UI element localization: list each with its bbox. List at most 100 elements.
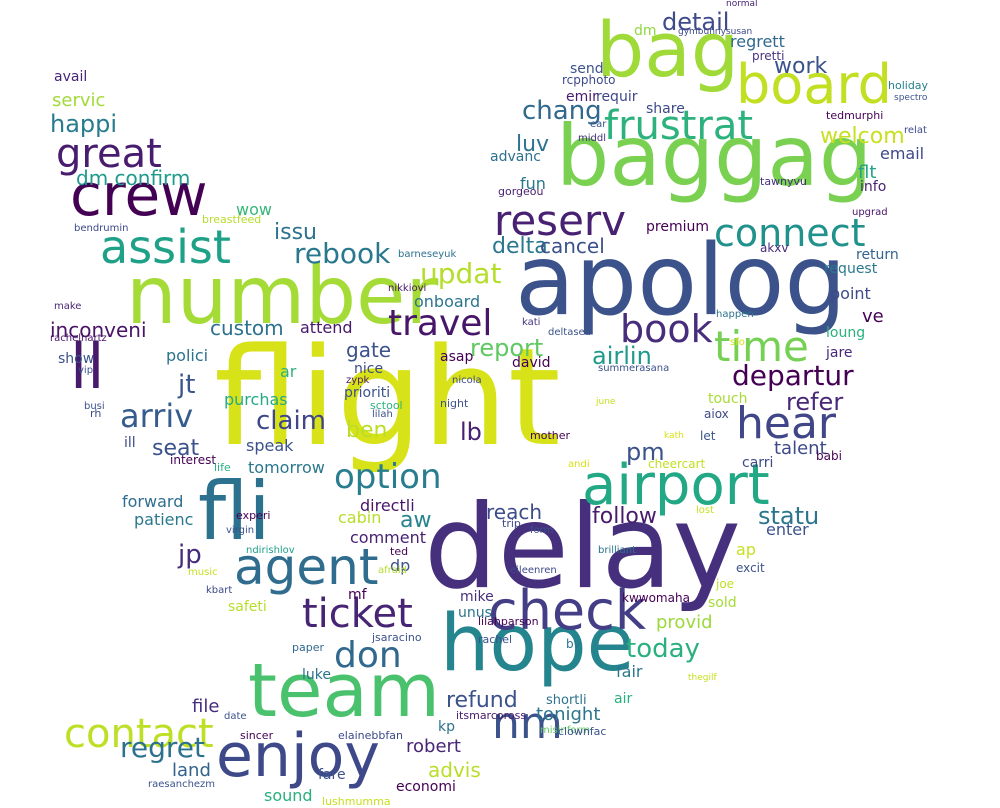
- word-raesanchezm: raesanchezm: [148, 779, 216, 790]
- word-music: music: [188, 567, 218, 578]
- word-rachelhartz: rachelhartz: [50, 333, 107, 344]
- word-custom: custom: [210, 316, 284, 340]
- word-chang: chang: [522, 96, 602, 126]
- word-afraid: afraid: [378, 565, 408, 576]
- word-check: check: [488, 579, 647, 642]
- word-misinform: misinform: [540, 725, 591, 736]
- word-mike: mike: [460, 589, 494, 605]
- word-forward: forward: [122, 492, 184, 511]
- word-lost: lost: [696, 505, 715, 516]
- word-form: form: [530, 525, 554, 536]
- word-jsaracino: jsaracino: [372, 631, 422, 644]
- word-dm-confirm: dm confirm: [76, 166, 191, 190]
- word-fun: fun: [520, 174, 546, 193]
- word-contact: contact: [64, 711, 214, 757]
- word-flight: flight: [214, 319, 561, 476]
- word-point: point: [830, 284, 871, 303]
- word-ben: ben: [346, 418, 388, 443]
- word-work: work: [774, 54, 828, 79]
- word-ar: ar: [280, 362, 297, 381]
- word-lilahparson: lilahparson: [478, 615, 539, 628]
- word-akxv: akxv: [760, 241, 789, 255]
- word-gate: gate: [346, 338, 392, 362]
- word-requir: requir: [596, 89, 638, 105]
- word-sfo: sfo: [730, 337, 745, 348]
- word-follow: follow: [592, 504, 657, 529]
- word-mother: mother: [530, 429, 571, 442]
- word-nm: nm: [492, 698, 563, 749]
- word-date: date: [224, 711, 247, 722]
- word-rh: rh: [90, 407, 102, 420]
- word-polici: polici: [166, 346, 209, 365]
- word-tedmurphi: tedmurphi: [826, 109, 884, 122]
- word-great: great: [56, 131, 162, 177]
- word-life: life: [214, 461, 231, 474]
- word-experi: experi: [236, 509, 271, 522]
- word-baggag: baggag: [556, 107, 873, 205]
- word-today: today: [626, 634, 700, 664]
- word-sctool: sctool: [370, 399, 403, 412]
- word-lilah: lilah: [372, 409, 393, 420]
- word-virgin: virgin: [226, 525, 255, 536]
- word-statu: statu: [758, 502, 820, 530]
- word-touch: touch: [708, 391, 748, 407]
- word-arriv: arriv: [120, 397, 194, 435]
- word-relat: relat: [904, 125, 927, 136]
- word-issu: issu: [274, 220, 317, 245]
- word-report: report: [470, 334, 544, 362]
- word-delay: delay: [424, 480, 741, 615]
- word-email: email: [880, 144, 925, 163]
- word-bv: bv: [566, 637, 581, 651]
- word-return: return: [856, 247, 899, 263]
- word-joe: joe: [716, 577, 735, 591]
- word-rebook: rebook: [294, 237, 391, 270]
- word-tonight: tonight: [536, 704, 601, 725]
- word-speak: speak: [246, 436, 294, 455]
- word-shortli: shortli: [546, 693, 587, 708]
- word-holiday: holiday: [888, 79, 929, 92]
- word-advis: advis: [428, 758, 481, 782]
- word-patienc: patienc: [134, 510, 194, 529]
- word-lushmumma: lushmumma: [322, 795, 391, 808]
- word-andi: andi: [568, 459, 590, 470]
- word-airport: airport: [582, 453, 770, 518]
- word-bendrumin: bendrumin: [74, 223, 129, 234]
- word-middl: middl: [578, 133, 606, 144]
- word-breastfeed: breastfeed: [202, 213, 262, 226]
- word-rachel: rachel: [478, 633, 513, 646]
- word-make: make: [54, 301, 82, 312]
- word-refer: refer: [786, 388, 844, 416]
- word-file: file: [192, 696, 220, 717]
- word-eileenren: eileenren: [510, 565, 557, 576]
- word-delta: delta: [492, 234, 548, 259]
- word-dm: dm: [634, 23, 657, 39]
- word-assist: assist: [100, 220, 231, 274]
- word-zypk: zypk: [346, 375, 370, 386]
- word-excit: excit: [736, 561, 765, 575]
- word-agent: agent: [234, 538, 379, 596]
- word-barneseyuk: barneseyuk: [398, 249, 457, 260]
- word-kwwomaha: kwwomaha: [622, 591, 690, 605]
- word-prioriti: prioriti: [344, 385, 391, 401]
- word-refund: refund: [446, 688, 518, 713]
- word-unus: unus: [458, 605, 492, 621]
- word-comment: comment: [350, 528, 427, 547]
- word-tawnyvu: tawnyvu: [760, 175, 808, 188]
- word-deltasea: deltasea: [548, 327, 591, 338]
- word-board: board: [736, 53, 892, 116]
- word-premium: premium: [646, 219, 709, 235]
- word-cancel: cancel: [540, 234, 605, 258]
- word-kati: kati: [522, 317, 541, 328]
- word-rcpphoto: rcpphoto: [562, 73, 616, 87]
- word-paper: paper: [292, 641, 324, 654]
- word-night: night: [440, 397, 469, 410]
- word-jt: jt: [178, 370, 196, 400]
- word-elainebbfan: elainebbfan: [338, 729, 403, 742]
- word-vip: vip: [78, 365, 94, 376]
- word-david: david: [512, 355, 551, 371]
- word-loung: loung: [826, 325, 866, 341]
- word-ear: ear: [590, 119, 607, 130]
- word-inconveni: inconveni: [50, 318, 147, 342]
- word-busi: busi: [84, 401, 105, 412]
